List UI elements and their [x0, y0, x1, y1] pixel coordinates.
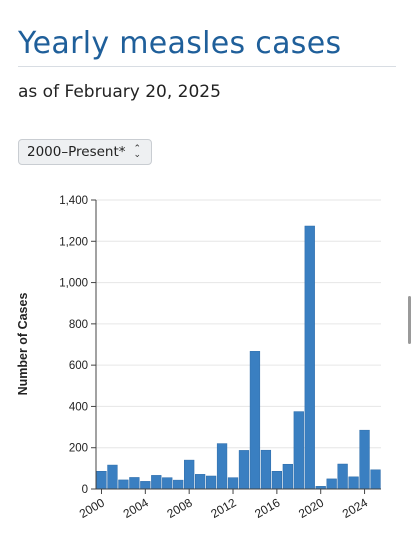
bar-2004	[140, 481, 151, 490]
y-tick-label: 0	[82, 484, 88, 496]
y-tick-label: 200	[69, 443, 88, 455]
bar-2000	[96, 470, 107, 490]
bar-2001	[107, 464, 118, 490]
x-tick-label: 2016	[252, 495, 282, 521]
bar-2023	[348, 476, 359, 490]
bar-2022	[337, 463, 348, 490]
bar-2014	[249, 351, 261, 490]
scrollbar[interactable]	[408, 296, 411, 344]
bar-2011	[216, 443, 228, 490]
bar-2012	[227, 477, 239, 490]
bar-2010	[205, 475, 217, 490]
bar-2009	[195, 474, 206, 490]
date-range-select[interactable]: 2000–Present* ⌃ ⌄	[18, 139, 153, 165]
x-tick-label: 2020	[296, 495, 326, 521]
bar-2008	[184, 459, 195, 490]
up-down-chevron-icon: ⌃ ⌄	[133, 144, 142, 160]
y-tick-label: 800	[69, 319, 88, 331]
bar-2003	[129, 477, 140, 490]
bar-2021	[326, 478, 337, 490]
bar-2018	[293, 411, 304, 490]
bar-2015	[260, 449, 272, 490]
date-range-value: 2000–Present*	[27, 144, 126, 160]
page-title: Yearly measles cases	[18, 26, 342, 61]
x-tick-label: 2008	[165, 495, 195, 521]
bar-2006	[162, 477, 173, 490]
bar-2017	[282, 463, 293, 490]
bar-2024	[359, 429, 370, 490]
x-tick-label: 2024	[340, 495, 370, 521]
bar-2013	[238, 450, 250, 490]
x-tick-label: 2000	[77, 495, 107, 521]
bar-2005	[151, 475, 162, 490]
y-tick-label: 1,400	[59, 195, 88, 207]
bar-2002	[118, 479, 129, 490]
as-of-date: as of February 20, 2025	[18, 82, 221, 102]
y-tick-label: 600	[69, 360, 88, 372]
x-tick-label: 2012	[208, 495, 238, 521]
bar-2016	[271, 470, 282, 490]
bar-2019	[304, 225, 315, 490]
title-divider	[18, 66, 396, 67]
bar-2007	[173, 479, 184, 490]
bar-2025	[370, 469, 381, 490]
y-tick-label: 1,000	[59, 278, 88, 290]
y-tick-label: 400	[69, 401, 88, 413]
y-tick-label: 1,200	[59, 236, 88, 248]
x-tick-label: 2004	[121, 495, 151, 521]
